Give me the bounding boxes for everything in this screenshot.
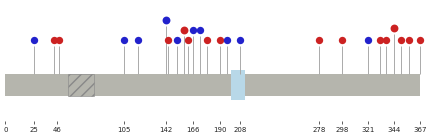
Point xyxy=(217,39,224,42)
Point xyxy=(237,39,244,42)
Bar xyxy=(68,74,94,96)
Point xyxy=(181,29,187,31)
Bar xyxy=(6,74,420,96)
Point xyxy=(397,39,404,42)
Point xyxy=(134,39,141,42)
Point xyxy=(174,39,181,42)
Point xyxy=(163,19,169,21)
Point xyxy=(377,39,384,42)
Point xyxy=(338,39,345,42)
Point xyxy=(405,39,412,42)
Point xyxy=(417,39,424,42)
Point xyxy=(165,39,172,42)
Point xyxy=(121,39,128,42)
Point xyxy=(196,29,203,31)
Point xyxy=(55,39,62,42)
Point xyxy=(224,39,230,42)
Point xyxy=(365,39,372,42)
Point xyxy=(316,39,323,42)
Point xyxy=(30,39,37,42)
Point xyxy=(51,39,58,42)
Point xyxy=(203,39,210,42)
Bar xyxy=(231,70,245,100)
Point xyxy=(185,39,192,42)
Point xyxy=(383,39,390,42)
Point xyxy=(190,29,197,31)
Point xyxy=(390,27,397,29)
